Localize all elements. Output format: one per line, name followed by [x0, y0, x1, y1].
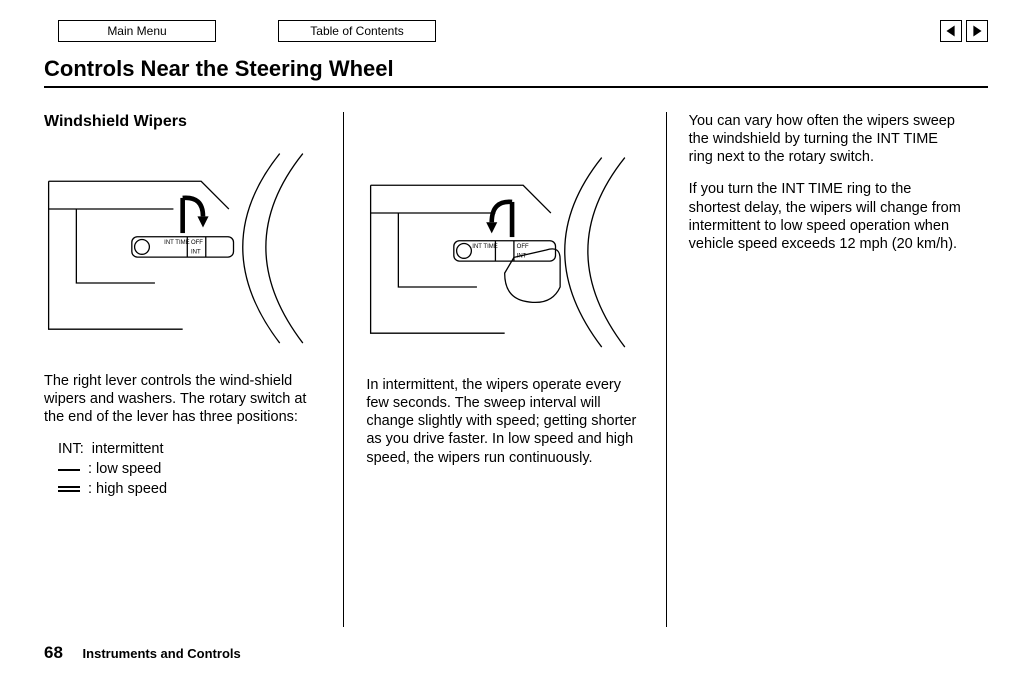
column-2: INT TIME OFF INT In intermittent, the wi…	[343, 112, 665, 627]
column-1: Windshield Wipers	[44, 112, 343, 627]
switch-label: INT	[191, 249, 201, 255]
page-title: Controls Near the Steering Wheel	[44, 56, 394, 82]
low-speed-text: : low speed	[88, 460, 161, 480]
int-text: intermittent	[92, 440, 164, 460]
switch-label: INT TIME	[164, 240, 189, 246]
column-3-p1: You can vary how often the wipers sweep …	[689, 112, 966, 166]
page-number: 68	[44, 643, 63, 662]
high-speed-text: : high speed	[88, 480, 167, 500]
top-nav: Main Menu Table of Contents	[0, 20, 1020, 46]
column-1-body: The right lever controls the wind-shield…	[44, 372, 321, 426]
list-item: : low speed	[58, 460, 321, 480]
int-label: INT:	[58, 440, 84, 460]
triangle-left-icon	[941, 21, 961, 41]
switch-label: OFF	[517, 244, 529, 250]
wiper-positions-list: INT: intermittent : low speed : high spe…	[58, 440, 321, 499]
chapter-name: Instruments and Controls	[83, 646, 241, 661]
switch-label: INT TIME	[473, 244, 498, 250]
wiper-lever-int-ring-illustration: INT TIME OFF INT	[366, 144, 643, 356]
low-speed-icon	[58, 469, 80, 471]
list-item: INT: intermittent	[58, 440, 321, 460]
column-3-p2: If you turn the INT TIME ring to the sho…	[689, 180, 966, 253]
title-rule	[44, 86, 988, 88]
switch-label: INT	[517, 253, 527, 259]
next-page-button[interactable]	[966, 20, 988, 42]
section-subhead: Windshield Wipers	[44, 112, 321, 132]
high-speed-icon	[58, 486, 80, 492]
toc-button[interactable]: Table of Contents	[278, 20, 436, 42]
column-2-body: In intermittent, the wipers operate ever…	[366, 376, 643, 467]
content-columns: Windshield Wipers	[44, 112, 988, 627]
switch-label: OFF	[191, 240, 203, 246]
list-item: : high speed	[58, 480, 321, 500]
column-3: You can vary how often the wipers sweep …	[666, 112, 988, 627]
page-footer: 68 Instruments and Controls	[44, 643, 241, 663]
wiper-lever-rotary-illustration: INT TIME OFF INT	[44, 140, 321, 352]
triangle-right-icon	[967, 21, 987, 41]
prev-page-button[interactable]	[940, 20, 962, 42]
main-menu-button[interactable]: Main Menu	[58, 20, 216, 42]
